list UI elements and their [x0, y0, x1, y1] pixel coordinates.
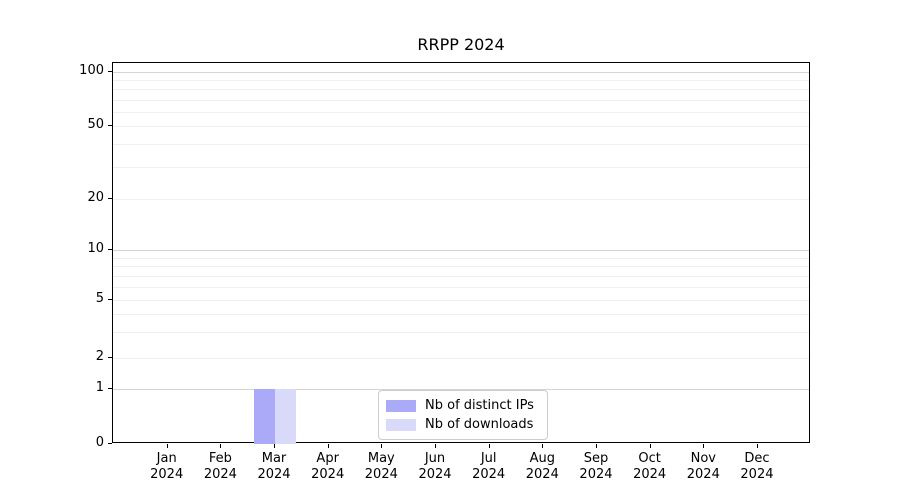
x-tick-label-7: Jul 2024 — [459, 451, 519, 483]
x-tick-label-month: Aug — [529, 451, 555, 466]
bar-nb-of-distinct-ips-mar-2024 — [254, 389, 276, 444]
x-tick-label-month: Nov — [690, 451, 716, 466]
x-tick-label-year: 2024 — [364, 467, 398, 482]
x-tick-mark-10 — [649, 444, 651, 448]
x-tick-label-month: Jan — [156, 451, 177, 466]
x-tick-mark-2 — [220, 444, 222, 448]
gridline-y4 — [113, 314, 809, 315]
y-tick-label-1: 1 — [95, 380, 104, 395]
legend-label: Nb of downloads — [425, 417, 534, 432]
y-tick-label-20: 20 — [87, 190, 104, 205]
gridline-y40 — [113, 143, 809, 145]
x-tick-mark-9 — [595, 444, 597, 448]
gridline-y8 — [113, 266, 809, 268]
x-tick-label-6: Jun 2024 — [405, 451, 465, 483]
gridline-y30 — [113, 166, 809, 168]
x-tick-mark-11 — [703, 444, 705, 448]
x-tick-label-month: Jul — [480, 451, 497, 466]
x-tick-label-year: 2024 — [150, 467, 184, 482]
x-tick-label-month: Mar — [261, 451, 287, 466]
x-tick-label-8: Aug 2024 — [512, 451, 572, 483]
gridline-y5 — [113, 300, 809, 301]
y-tick-mark-100 — [108, 70, 112, 72]
bar-nb-of-downloads-mar-2024 — [275, 389, 297, 444]
x-tick-mark-4 — [327, 444, 329, 448]
x-tick-label-year: 2024 — [203, 467, 237, 482]
y-tick-label-0: 0 — [95, 435, 104, 450]
gridline-y20 — [113, 199, 809, 200]
x-tick-mark-6 — [435, 444, 436, 448]
x-tick-mark-1 — [166, 444, 168, 448]
y-tick-label-10: 10 — [87, 241, 104, 256]
x-tick-mark-5 — [381, 444, 383, 448]
chart-title: RRPP 2024 — [417, 35, 505, 54]
x-tick-label-year: 2024 — [311, 467, 345, 482]
x-tick-label-year: 2024 — [418, 467, 452, 482]
x-tick-label-year: 2024 — [633, 467, 667, 482]
gridline-y90 — [113, 79, 809, 81]
x-tick-label-11: Nov 2024 — [673, 451, 733, 483]
gridline-y7 — [113, 275, 809, 277]
y-tick-mark-1 — [108, 388, 112, 389]
legend-swatch — [386, 418, 416, 431]
y-tick-mark-2 — [108, 356, 112, 358]
legend-row: Nb of distinct IPs — [386, 396, 539, 415]
x-tick-label-4: Apr 2024 — [298, 451, 358, 483]
x-tick-mark-7 — [488, 444, 490, 448]
legend-swatch — [386, 399, 416, 412]
x-tick-mark-8 — [542, 444, 544, 448]
legend: Nb of distinct IPs Nb of downloads — [378, 390, 548, 440]
x-tick-label-5: May 2024 — [351, 451, 411, 483]
x-tick-label-12: Dec 2024 — [727, 451, 787, 483]
x-tick-label-year: 2024 — [257, 467, 291, 482]
x-tick-mark-12 — [756, 444, 758, 448]
x-tick-label-9: Sep 2024 — [566, 451, 626, 483]
legend-label: Nb of distinct IPs — [425, 398, 534, 413]
x-tick-label-year: 2024 — [740, 467, 774, 482]
x-tick-label-2: Feb 2024 — [190, 451, 250, 483]
y-tick-mark-0 — [108, 443, 112, 444]
gridline-y70 — [113, 99, 809, 101]
x-tick-label-month: Apr — [316, 451, 339, 466]
x-tick-label-year: 2024 — [686, 467, 720, 482]
gridline-y1 — [113, 389, 809, 390]
x-tick-label-year: 2024 — [579, 467, 613, 482]
x-tick-label-1: Jan 2024 — [137, 451, 197, 483]
y-tick-mark-20 — [108, 198, 112, 199]
y-tick-mark-50 — [108, 125, 112, 126]
gridline-y2 — [113, 357, 809, 359]
gridline-y60 — [113, 111, 809, 113]
x-tick-label-month: Feb — [208, 451, 232, 466]
gridline-y6 — [113, 286, 809, 288]
x-tick-mark-3 — [274, 444, 276, 448]
gridline-y9 — [113, 257, 809, 259]
gridline-y10 — [113, 250, 809, 251]
x-tick-label-month: Jun — [424, 451, 446, 466]
gridline-y50 — [113, 126, 809, 127]
gridline-y100 — [113, 71, 809, 73]
x-tick-label-month: Oct — [638, 451, 661, 466]
x-tick-label-10: Oct 2024 — [620, 451, 680, 483]
x-tick-label-year: 2024 — [525, 467, 559, 482]
y-tick-label-5: 5 — [95, 291, 104, 306]
x-tick-label-month: Sep — [583, 451, 609, 466]
x-tick-label-month: May — [367, 451, 395, 466]
x-tick-label-year: 2024 — [472, 467, 506, 482]
gridline-y80 — [113, 89, 809, 91]
y-tick-mark-5 — [108, 299, 112, 300]
y-tick-label-2: 2 — [95, 348, 104, 364]
y-tick-mark-10 — [108, 249, 112, 250]
x-tick-label-month: Dec — [744, 451, 770, 466]
x-tick-label-3: Mar 2024 — [244, 451, 304, 483]
legend-row: Nb of downloads — [386, 415, 539, 434]
gridline-y3 — [113, 332, 809, 334]
plot-area — [112, 62, 810, 444]
y-tick-label-50: 50 — [87, 117, 104, 132]
y-tick-label-100: 100 — [79, 62, 104, 78]
